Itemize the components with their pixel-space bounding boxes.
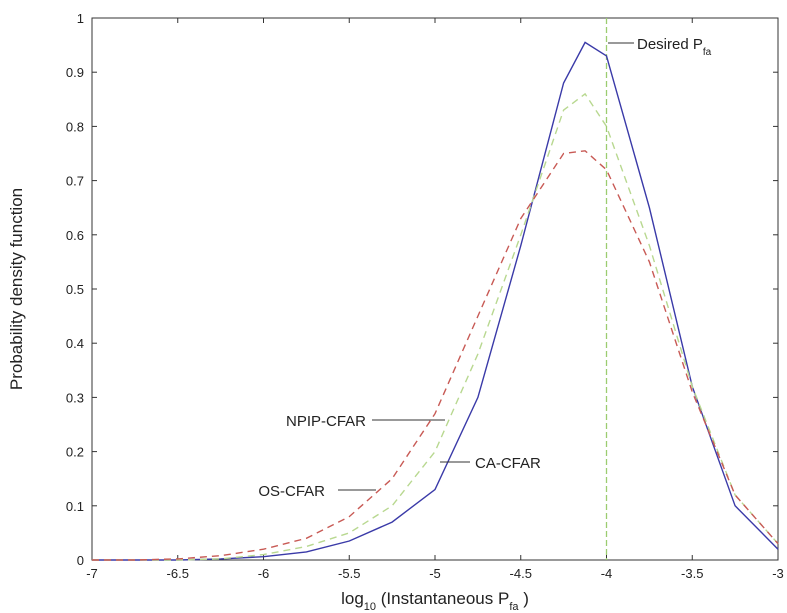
y-tick-label: 0.2 xyxy=(66,445,84,460)
x-tick-label: -5 xyxy=(429,566,441,581)
x-tick-label: -7 xyxy=(86,566,98,581)
x-tick-label: -3.5 xyxy=(681,566,703,581)
y-tick-label: 0.4 xyxy=(66,336,84,351)
desired-pfa-label-part: fa xyxy=(703,47,712,58)
x-tick-label: -6 xyxy=(258,566,270,581)
x-axis-label: log10 (Instantaneous Pfa ) xyxy=(341,589,529,613)
x-tick-label: -5.5 xyxy=(338,566,360,581)
x-axis-label-part: (Instantaneous P xyxy=(376,589,509,608)
x-axis-label-part: ) xyxy=(519,589,529,608)
y-tick-label: 0.9 xyxy=(66,65,84,80)
series-label: CA-CFAR xyxy=(475,455,541,472)
y-tick-label: 0.6 xyxy=(66,228,84,243)
y-tick-label: 0.3 xyxy=(66,390,84,405)
y-tick-label: 0.1 xyxy=(66,499,84,514)
y-tick-label: 0.8 xyxy=(66,119,84,134)
series-line xyxy=(92,41,779,561)
x-axis-label-part: 10 xyxy=(364,601,376,613)
x-tick-label: -6.5 xyxy=(167,566,189,581)
x-axis-label-part: log xyxy=(341,589,364,608)
y-tick-label: 0.5 xyxy=(66,282,84,297)
y-axis-label: Probability density function xyxy=(7,188,26,390)
desired-pfa-label-part: Desired P xyxy=(637,36,703,53)
y-tick-label: 0.7 xyxy=(66,174,84,189)
y-tick-label: 1 xyxy=(77,11,84,26)
y-tick-label: 0 xyxy=(77,553,84,568)
plot-frame xyxy=(91,17,779,561)
series-line xyxy=(92,92,779,561)
x-tick-label: -4 xyxy=(601,566,613,581)
series-label: OS-CFAR xyxy=(258,483,325,500)
x-tick-label: -3 xyxy=(772,566,784,581)
series-line xyxy=(92,150,779,561)
x-tick-label: -4.5 xyxy=(510,566,532,581)
series-label: NPIP-CFAR xyxy=(286,413,366,430)
desired-pfa-label: Desired Pfa xyxy=(637,36,712,58)
x-axis-label-part: fa xyxy=(509,601,519,613)
